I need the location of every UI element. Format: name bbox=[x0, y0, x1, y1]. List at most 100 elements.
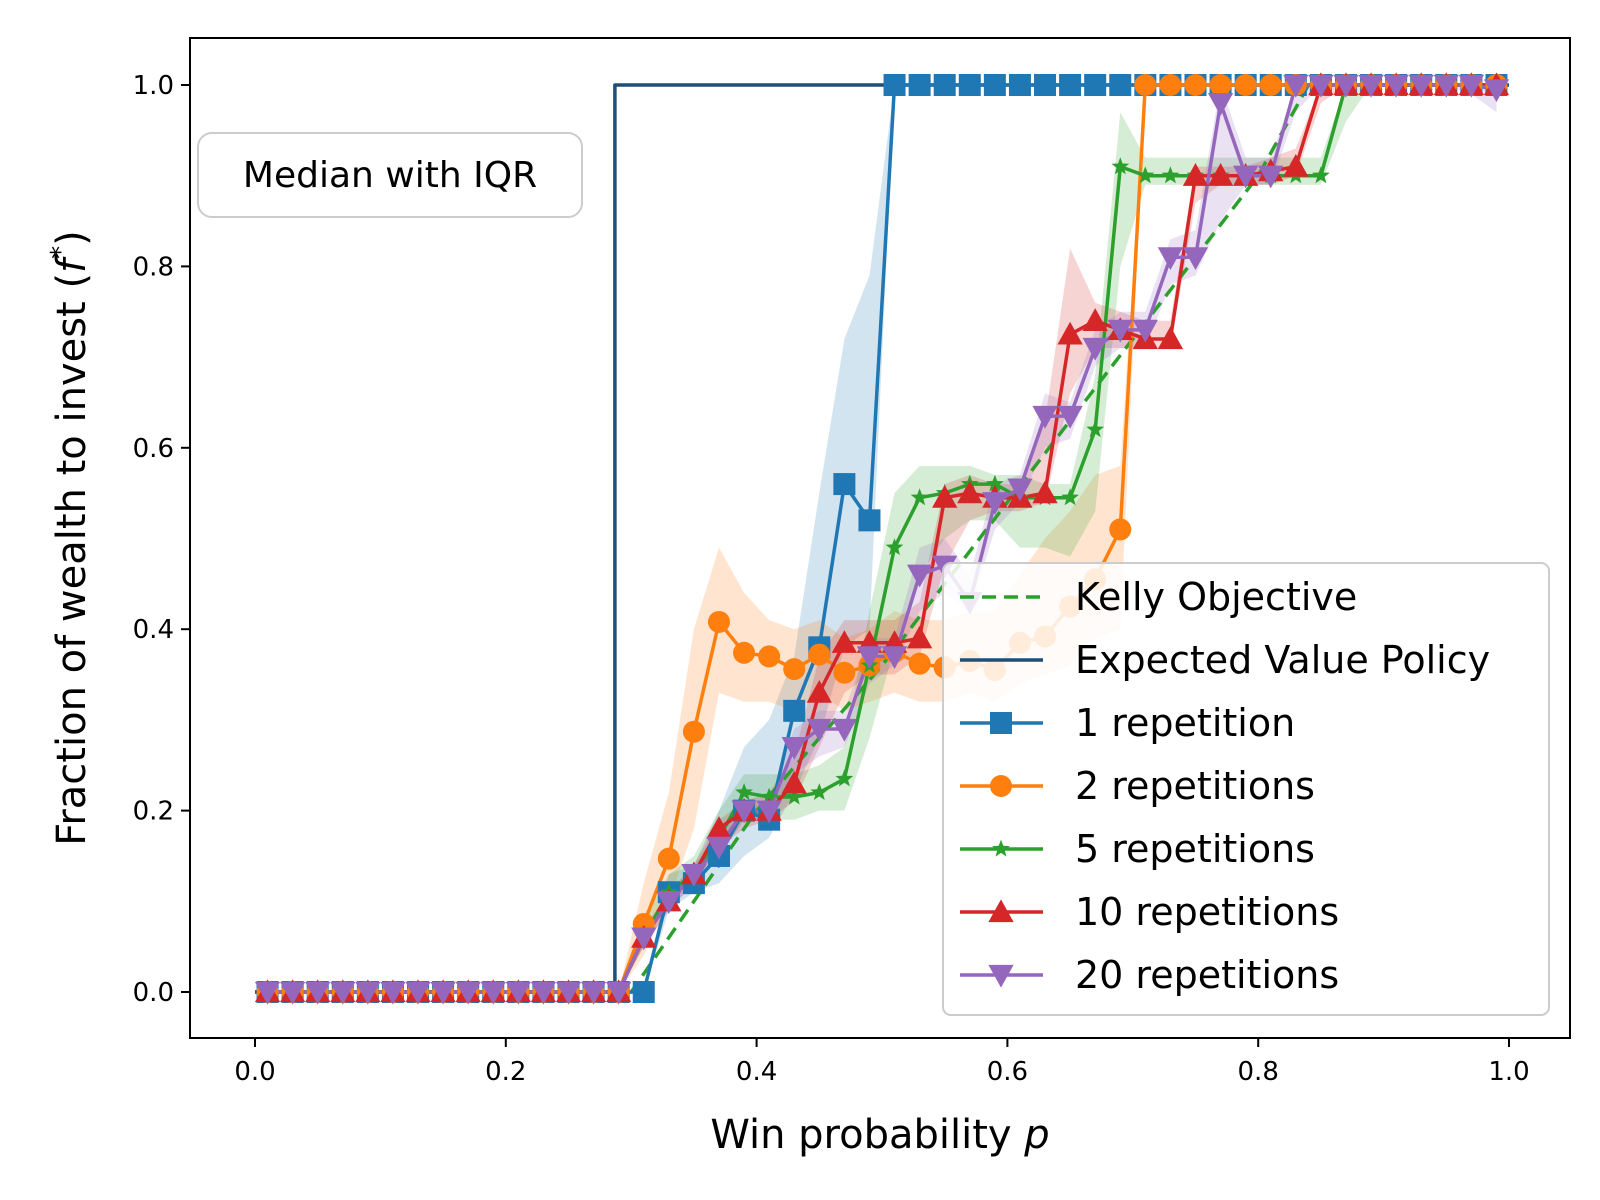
data-point-20-repetitions bbox=[1082, 337, 1108, 361]
data-point-5-repetitions bbox=[785, 787, 804, 805]
data-point-2-repetitions bbox=[733, 641, 756, 664]
data-point-2-repetitions bbox=[783, 658, 806, 681]
data-point-20-repetitions bbox=[806, 718, 832, 742]
y-tick-label: 1.0 bbox=[133, 71, 174, 101]
data-point-20-repetitions bbox=[1283, 74, 1309, 98]
data-point-2-repetitions bbox=[657, 847, 680, 870]
data-point-20-repetitions bbox=[279, 981, 306, 1005]
data-point-2-repetitions bbox=[707, 610, 730, 633]
data-point-1-repetition bbox=[783, 699, 806, 722]
data-point-2-repetitions bbox=[1134, 74, 1157, 96]
data-point-20-repetitions bbox=[1207, 93, 1234, 116]
data-point-20-repetitions bbox=[1182, 247, 1209, 270]
data-point-1-repetition bbox=[958, 74, 981, 96]
data-point-20-repetitions bbox=[380, 981, 406, 1005]
data-point-20-repetitions bbox=[455, 981, 481, 1005]
data-point-2-repetitions bbox=[1159, 74, 1182, 96]
data-point-20-repetitions bbox=[1308, 74, 1334, 98]
data-point-10-repetitions bbox=[1082, 308, 1108, 331]
data-point-20-repetitions bbox=[330, 981, 356, 1005]
data-point-5-repetitions bbox=[1061, 488, 1079, 506]
data-point-20-repetitions bbox=[706, 836, 732, 860]
data-point-20-repetitions bbox=[631, 927, 657, 951]
legend-label-5-repetitions: 5 repetitions bbox=[1075, 827, 1315, 871]
data-point-5-repetitions bbox=[735, 783, 753, 800]
data-point-20-repetitions bbox=[1358, 74, 1384, 98]
data-point-10-repetitions bbox=[781, 770, 807, 794]
data-point-5-repetitions bbox=[1161, 166, 1180, 184]
legend-label-expected-value-policy: Expected Value Policy bbox=[1075, 638, 1490, 682]
x-axis-ticks: 0.0 0.2 0.4 0.6 0.8 1.0 bbox=[234, 1038, 1530, 1087]
x-tick-label: 0.2 bbox=[485, 1057, 526, 1087]
y-tick-label: 0.6 bbox=[133, 434, 174, 464]
x-axis-label-var: p bbox=[1023, 1112, 1049, 1158]
data-point-5-repetitions bbox=[810, 783, 829, 800]
data-point-10-repetitions bbox=[706, 816, 732, 839]
data-point-20-repetitions bbox=[906, 564, 933, 588]
data-point-2-repetitions bbox=[833, 661, 856, 684]
data-point-20-repetitions bbox=[606, 981, 632, 1005]
data-point-2-repetitions bbox=[1209, 74, 1232, 96]
data-point-10-repetitions bbox=[1057, 321, 1083, 345]
legend-label-10-repetitions: 10 repetitions bbox=[1075, 890, 1339, 934]
data-point-20-repetitions bbox=[580, 981, 607, 1005]
data-point-20-repetitions bbox=[1383, 74, 1409, 98]
x-axis-label: Win probability p bbox=[710, 1112, 1049, 1158]
data-point-20-repetitions bbox=[1032, 405, 1058, 429]
data-point-20-repetitions bbox=[305, 981, 331, 1005]
data-point-20-repetitions bbox=[681, 863, 707, 887]
legend-marker-20-repetitions bbox=[988, 964, 1014, 988]
data-point-1-repetition bbox=[1109, 74, 1132, 96]
data-point-2-repetitions bbox=[808, 643, 831, 666]
data-point-20-repetitions bbox=[982, 492, 1008, 515]
annotation-frame bbox=[197, 132, 583, 218]
data-point-5-repetitions bbox=[1086, 420, 1105, 438]
y-axis-label-close: ) bbox=[49, 230, 95, 246]
data-point-1-repetition bbox=[833, 473, 856, 496]
data-point-2-repetitions bbox=[908, 652, 931, 675]
x-tick-label: 0.6 bbox=[987, 1057, 1028, 1087]
data-point-20-repetitions bbox=[505, 981, 531, 1005]
y-tick-label: 0.4 bbox=[133, 615, 174, 645]
data-point-20-repetitions bbox=[856, 646, 883, 670]
data-point-10-repetitions bbox=[806, 680, 832, 703]
data-point-20-repetitions bbox=[1458, 74, 1485, 98]
y-axis-label: Fraction of wealth to invest (f*) bbox=[46, 230, 95, 846]
data-point-10-repetitions bbox=[932, 485, 958, 508]
data-point-2-repetitions bbox=[1234, 74, 1257, 96]
data-point-20-repetitions bbox=[530, 981, 557, 1005]
data-point-20-repetitions bbox=[1483, 79, 1510, 103]
data-point-20-repetitions bbox=[1057, 405, 1083, 429]
data-point-5-repetitions bbox=[760, 787, 778, 805]
series-line-kelly-objective bbox=[255, 83, 1509, 994]
data-point-20-repetitions bbox=[1433, 74, 1459, 98]
data-point-20-repetitions bbox=[355, 981, 381, 1005]
data-point-2-repetitions bbox=[682, 720, 705, 743]
annotation-box: Median with IQR bbox=[197, 132, 583, 218]
data-point-10-repetitions bbox=[957, 480, 983, 504]
y-axis-label-sup: * bbox=[46, 246, 76, 259]
y-tick-label: 0.2 bbox=[133, 797, 174, 827]
legend-frame bbox=[942, 562, 1550, 1016]
data-point-20-repetitions bbox=[480, 981, 506, 1005]
iqr-band-1-repetition bbox=[267, 85, 1497, 992]
data-point-10-repetitions bbox=[1283, 153, 1309, 177]
legend-marker-5-repetitions bbox=[992, 839, 1010, 857]
legend-label-20-repetitions: 20 repetitions bbox=[1075, 953, 1339, 997]
legend-marker-1-repetition bbox=[990, 712, 1012, 734]
y-axis-label-text: Fraction of wealth to invest ( bbox=[49, 273, 95, 846]
x-tick-label: 0.8 bbox=[1238, 1057, 1279, 1087]
legend-marker-10-repetitions bbox=[988, 899, 1014, 923]
data-point-2-repetitions bbox=[1259, 74, 1282, 96]
data-point-20-repetitions bbox=[831, 718, 858, 742]
data-point-20-repetitions bbox=[430, 981, 456, 1005]
data-point-1-repetition bbox=[883, 74, 906, 96]
data-point-10-repetitions bbox=[906, 625, 933, 649]
data-point-20-repetitions bbox=[1007, 478, 1033, 502]
data-point-20-repetitions bbox=[1107, 319, 1133, 343]
data-point-20-repetitions bbox=[1132, 319, 1158, 343]
data-point-20-repetitions bbox=[1258, 165, 1284, 189]
plot-frame bbox=[189, 37, 1571, 1039]
data-point-5-repetitions bbox=[910, 488, 929, 506]
